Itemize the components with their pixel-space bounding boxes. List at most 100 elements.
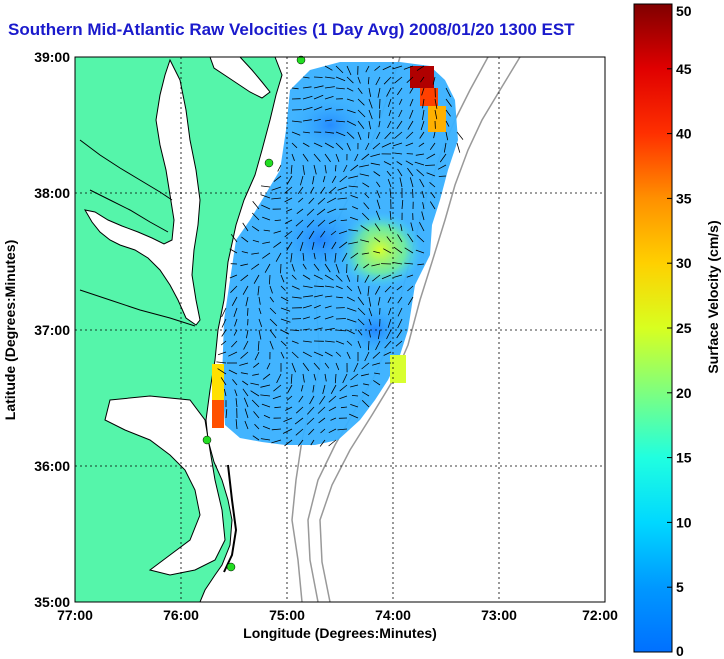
current-vector	[295, 219, 304, 227]
current-vector	[335, 362, 340, 371]
current-vector	[316, 208, 326, 216]
current-vector	[346, 109, 356, 114]
current-vector	[328, 395, 337, 403]
current-vector	[319, 439, 326, 447]
current-vector	[233, 329, 238, 336]
current-vector	[242, 222, 249, 232]
current-vector	[269, 329, 277, 339]
current-vector	[280, 307, 291, 312]
current-vector	[396, 329, 403, 339]
current-vector	[382, 65, 392, 71]
current-vector	[350, 195, 359, 199]
current-vector	[284, 197, 293, 203]
radar-station-marker	[202, 435, 212, 445]
current-vector	[445, 109, 451, 117]
current-vector	[324, 142, 334, 149]
current-vector	[261, 204, 271, 210]
current-vector	[367, 285, 370, 296]
current-vector	[324, 351, 333, 357]
current-vector	[368, 131, 370, 139]
current-vector	[397, 234, 403, 243]
current-vector	[335, 274, 343, 282]
current-vector	[368, 340, 370, 351]
current-vector	[346, 65, 352, 76]
current-vector	[324, 295, 333, 298]
current-vector	[357, 318, 365, 326]
colorbar-tick-label: 10	[676, 514, 692, 530]
current-vector	[334, 373, 337, 384]
current-vector	[313, 294, 323, 298]
current-vector	[335, 164, 337, 172]
current-vector	[291, 153, 295, 161]
current-vector	[387, 120, 392, 129]
current-vector	[368, 87, 372, 97]
current-vector	[262, 216, 271, 221]
current-vector	[310, 439, 315, 446]
current-vector	[271, 428, 282, 431]
current-vector	[384, 340, 392, 349]
colorbar-tick-label: 30	[676, 255, 692, 271]
current-vector	[415, 153, 425, 156]
current-vector	[251, 252, 260, 255]
current-vector	[324, 164, 327, 174]
current-vector	[368, 109, 373, 120]
current-vector	[257, 285, 260, 296]
current-vector	[232, 379, 238, 386]
x-tick-label: 72:00	[582, 607, 618, 623]
current-vector	[302, 373, 305, 383]
current-vector	[339, 384, 348, 392]
current-vector	[397, 296, 403, 304]
current-vector	[387, 318, 392, 328]
current-vector	[357, 285, 362, 295]
y-tick-label: 36:00	[34, 458, 70, 474]
current-vector	[269, 318, 278, 327]
current-vector	[376, 199, 381, 210]
current-vector	[384, 131, 392, 140]
current-vector	[429, 181, 436, 188]
current-vector	[282, 428, 293, 434]
current-vector	[406, 76, 414, 83]
current-vector	[291, 142, 298, 149]
colorbar-label: Surface Velocity (cm/s)	[705, 220, 721, 373]
current-vector	[383, 76, 392, 85]
colorbar	[633, 3, 673, 653]
current-vector	[302, 285, 313, 288]
current-vector	[417, 263, 425, 266]
current-vector	[327, 197, 337, 204]
current-vector	[240, 274, 249, 282]
current-vector	[335, 76, 346, 82]
current-vector	[234, 389, 238, 397]
current-vector	[416, 65, 425, 71]
current-vector	[429, 142, 436, 151]
current-vector	[357, 109, 366, 118]
current-vector	[284, 219, 293, 224]
current-vector	[349, 413, 359, 419]
current-vector	[406, 274, 414, 278]
current-vector	[302, 142, 310, 147]
current-vector	[360, 225, 370, 232]
current-vector	[351, 395, 359, 397]
current-vector	[419, 131, 425, 139]
current-vector	[365, 142, 370, 151]
pamlico-sound	[104, 395, 226, 576]
current-vector	[365, 65, 370, 73]
current-vector	[396, 285, 403, 291]
current-vector	[396, 161, 403, 166]
current-vector	[348, 241, 359, 245]
current-vector	[374, 372, 381, 375]
current-vector	[338, 230, 348, 234]
current-vector	[409, 98, 414, 107]
current-vector	[322, 175, 326, 183]
current-vector	[346, 318, 357, 323]
current-vector	[386, 329, 392, 340]
current-vector	[361, 391, 370, 397]
current-vector	[386, 170, 392, 177]
current-vector	[306, 208, 315, 216]
current-vector	[223, 388, 227, 397]
current-vector	[372, 362, 381, 366]
current-vector	[230, 233, 238, 243]
velocity-patch-high	[410, 66, 434, 88]
current-vector	[401, 199, 404, 210]
current-vector	[439, 153, 447, 163]
current-vector	[367, 76, 370, 85]
